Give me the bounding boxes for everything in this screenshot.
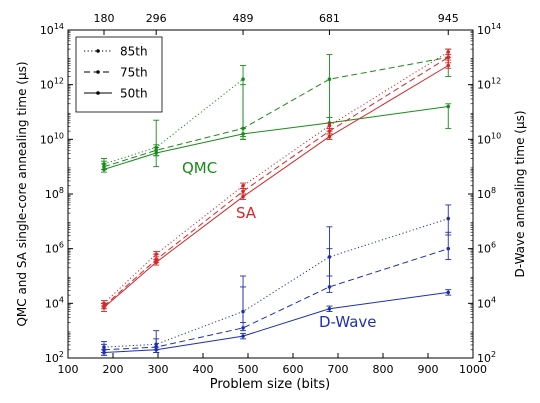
- sa-75th-point: [327, 129, 332, 133]
- x-axis-label: Problem size (bits): [210, 377, 331, 392]
- qmc-50th-point: [241, 132, 245, 136]
- d-wave-75th-point: [446, 246, 451, 251]
- sa-50th-point: [241, 194, 245, 199]
- top-tick-label: 489: [233, 12, 254, 25]
- d-wave-85th-line: [103, 218, 449, 348]
- qmc-50th-point: [102, 167, 106, 172]
- x-tick-label: 400: [193, 363, 214, 376]
- x-tick-label: 1000: [459, 363, 487, 376]
- legend-marker-85th: [96, 49, 100, 53]
- y-tick-label-right: 1010: [477, 131, 501, 146]
- sa-75th-point: [241, 189, 245, 194]
- legend-label-75th: 75th: [120, 66, 148, 80]
- qmc-50th-point: [154, 151, 158, 155]
- y-tick-label-right: 104: [477, 295, 496, 310]
- x-tick-label: 300: [148, 363, 169, 376]
- qmc-50th-line: [103, 106, 449, 170]
- sa-50th-point: [446, 63, 451, 68]
- d-wave-50th-point: [327, 307, 332, 311]
- y-tick-label-right: 108: [477, 186, 496, 201]
- sa-75th-point: [446, 55, 451, 60]
- data-series: [101, 48, 452, 356]
- x-tick-label: 800: [373, 363, 394, 376]
- legend-box: [75, 36, 163, 113]
- sa-50th-point: [327, 134, 332, 139]
- y-tick-label-right: 1012: [477, 77, 501, 92]
- sa-85th-point: [241, 184, 245, 188]
- x-tick-label: 900: [418, 363, 439, 376]
- legend-label-85th: 85th: [120, 45, 148, 59]
- top-tick-label: 945: [438, 12, 459, 25]
- annotation-sa: SA: [236, 204, 257, 222]
- y-axis-label-right: D-Wave annealing time (μs): [513, 110, 527, 277]
- sa-50th-point: [154, 260, 158, 265]
- x-tick-label: 500: [238, 363, 259, 376]
- y-tick-label-right: 1014: [477, 22, 501, 37]
- y-tick-label-right: 106: [477, 241, 496, 256]
- legend-label-50th: 50th: [120, 87, 148, 101]
- d-wave-75th-line: [103, 248, 449, 351]
- y-tick-label-right: 102: [477, 350, 496, 365]
- legend-marker-50th: [96, 91, 100, 95]
- d-wave-50th-point: [102, 350, 106, 355]
- y-axis-label-left: QMC and SA single-core annealing time (μ…: [15, 61, 29, 326]
- top-tick-label: 681: [319, 12, 340, 25]
- top-tick-label: 180: [94, 12, 115, 25]
- sa-85th-point: [327, 123, 332, 128]
- y-tick-label: 1010: [40, 131, 64, 146]
- x-tick-label: 100: [58, 363, 79, 376]
- d-wave-50th-point: [241, 334, 245, 338]
- d-wave-50th-point: [446, 290, 451, 295]
- x-tick-label: 600: [283, 363, 304, 376]
- d-wave-75th-point: [241, 326, 245, 330]
- legend-marker-75th: [96, 70, 100, 74]
- y-tick-label: 106: [45, 241, 64, 256]
- y-tick-label: 1014: [40, 22, 64, 37]
- x-tick-label: 700: [328, 363, 349, 376]
- d-wave-50th-point: [154, 348, 158, 352]
- y-tick-label: 1012: [40, 77, 64, 92]
- annotations: QMC SA D-Wave: [182, 159, 377, 331]
- qmc-75th-point: [327, 77, 332, 81]
- x-tick-label: 200: [103, 363, 124, 376]
- y-tick-label: 108: [45, 186, 64, 201]
- legend: 85th 75th 50th: [75, 36, 163, 113]
- qmc-50th-point: [446, 104, 451, 109]
- qmc-85th-point: [241, 77, 245, 81]
- sa-50th-point: [102, 305, 106, 310]
- y-tick-label: 104: [45, 295, 64, 310]
- d-wave-75th-point: [327, 285, 332, 289]
- annotation-qmc: QMC: [182, 159, 217, 177]
- sa-85th-point: [446, 50, 451, 54]
- d-wave-85th-point: [446, 216, 451, 221]
- top-tick-label: 296: [146, 12, 167, 25]
- annotation-d-wave: D-Wave: [319, 313, 377, 331]
- sa-85th-line: [103, 51, 449, 304]
